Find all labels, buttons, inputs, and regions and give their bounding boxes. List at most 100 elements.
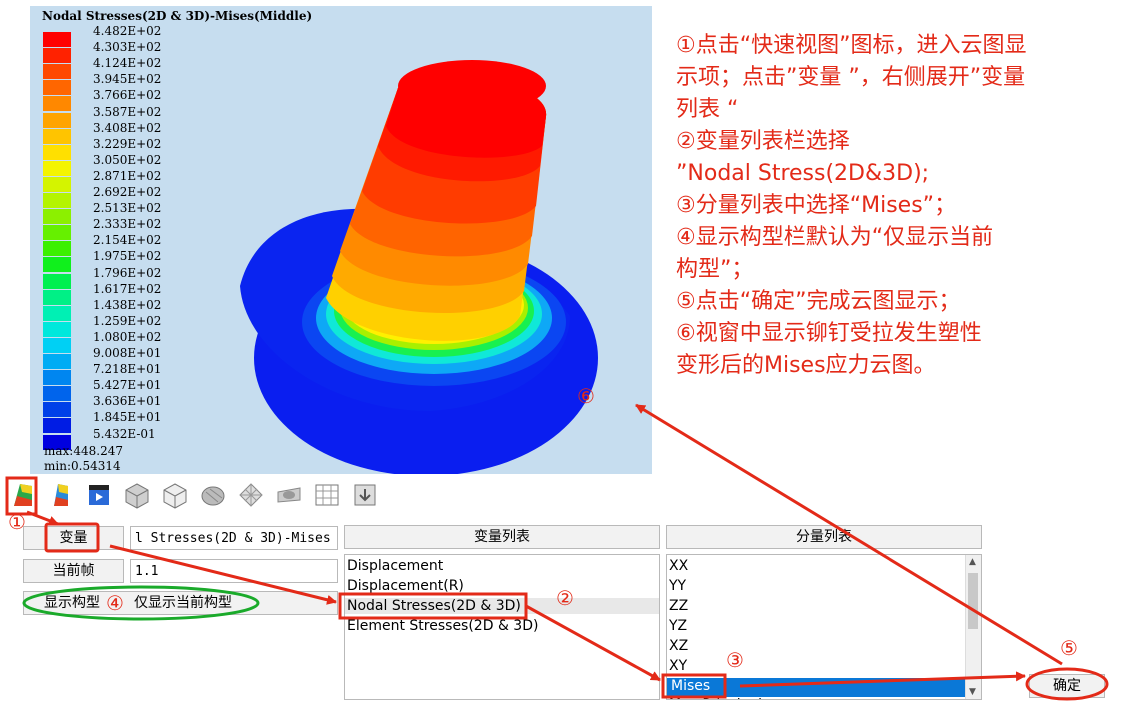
legend-swatch: [43, 209, 71, 225]
step-1-marker: ①: [8, 510, 26, 534]
surface-icon[interactable]: [198, 480, 228, 510]
legend-swatch: [43, 434, 71, 450]
legend-value: 2.692E+02: [93, 185, 162, 199]
cut-plane-icon[interactable]: [274, 480, 304, 510]
instruction-line: 示项；点击”变量 ”，右侧展开”变量: [676, 65, 1026, 90]
legend-value: 4.482E+02: [93, 24, 162, 38]
variable-button[interactable]: 变量: [23, 526, 124, 550]
variable-list-header: 变量列表: [344, 525, 660, 549]
display-config-row[interactable]: 显示构型 仅显示当前构型: [23, 591, 338, 615]
instruction-line: 变形后的Mises应力云图。: [676, 353, 936, 378]
legend-value: 2.154E+02: [93, 233, 162, 248]
max-value: max:448.247: [44, 444, 123, 458]
ok-button[interactable]: 确定: [1029, 674, 1105, 698]
legend-value: 5.427E+01: [93, 378, 162, 393]
legend-swatch: [43, 64, 71, 80]
table-icon[interactable]: [312, 480, 342, 510]
legend-swatch: [43, 257, 71, 273]
viewport-title: Nodal Stresses(2D & 3D)-Mises(Middle): [42, 9, 313, 23]
step-3-marker: ③: [726, 648, 744, 672]
list-item[interactable]: XY: [669, 658, 688, 674]
contour-viewport[interactable]: Nodal Stresses(2D & 3D)-Mises(Middle) 4.…: [30, 6, 652, 474]
legend-value: 3.229E+02: [93, 136, 162, 151]
step-5-marker: ⑤: [1060, 636, 1078, 660]
legend-value: 5.432E-01: [93, 426, 156, 441]
contour-icon[interactable]: [46, 480, 76, 510]
legend-swatch: [43, 386, 71, 402]
scrollbar[interactable]: ▲ ▼: [965, 555, 981, 699]
legend-value: 3.408E+02: [93, 120, 162, 135]
legend-swatch: [43, 370, 71, 386]
legend-value: 2.513E+02: [93, 201, 162, 216]
legend-value: 1.975E+02: [93, 249, 162, 264]
min-value: min:0.54314: [44, 459, 121, 473]
legend-value: 3.766E+02: [93, 88, 162, 103]
mesh-icon[interactable]: [236, 480, 266, 510]
legend-value: 4.124E+02: [93, 56, 162, 71]
component-list[interactable]: XX YY ZZ YZ XZ XY Mises Max Principal ▲ …: [666, 554, 982, 700]
legend-swatch: [43, 402, 71, 418]
list-item[interactable]: Element Stresses(2D & 3D): [347, 618, 539, 634]
list-item-selected[interactable]: Nodal Stresses(2D & 3D): [345, 598, 659, 614]
display-config-value[interactable]: 仅显示当前构型: [134, 595, 232, 611]
legend-swatch: [43, 273, 71, 289]
legend-value: 1.617E+02: [93, 281, 162, 296]
legend-swatch: [43, 144, 71, 160]
legend-swatch: [43, 128, 71, 144]
legend-value: 3.636E+01: [93, 394, 162, 409]
legend-value: 3.945E+02: [93, 72, 162, 87]
instruction-line: ④显示构型栏默认为“仅显示当前: [676, 225, 994, 250]
legend-swatch: [43, 337, 71, 353]
legend-value: 1.796E+02: [93, 265, 162, 280]
instruction-text: ①点击“快速视图”图标，进入云图显 示项；点击”变量 ”，右侧展开”变量 列表 …: [676, 30, 1126, 382]
export-icon[interactable]: [350, 480, 380, 510]
legend-value: 2.871E+02: [93, 168, 162, 183]
legend-value: 1.259E+02: [93, 313, 162, 328]
legend-swatch: [43, 241, 71, 257]
list-item[interactable]: Max Principal: [669, 697, 762, 699]
scroll-up-icon[interactable]: ▲: [969, 557, 976, 567]
instruction-line: ②变量列表栏选择: [676, 129, 850, 154]
list-item-selected[interactable]: Mises: [667, 678, 969, 697]
instruction-line: 列表 “: [676, 97, 739, 122]
legend-swatch: [43, 176, 71, 192]
rivet-model: [240, 60, 598, 474]
legend-swatch: [43, 289, 71, 305]
legend-swatch: [43, 418, 71, 434]
list-item[interactable]: Displacement(R): [347, 578, 464, 594]
list-item[interactable]: XZ: [669, 638, 689, 654]
component-list-header: 分量列表: [666, 525, 982, 549]
legend-swatch: [43, 225, 71, 241]
list-item[interactable]: Displacement: [347, 558, 444, 574]
list-item[interactable]: ZZ: [669, 598, 689, 614]
step-6-marker: ⑥: [577, 384, 595, 408]
quick-view-icon[interactable]: [8, 480, 38, 510]
scroll-down-icon[interactable]: ▼: [969, 687, 976, 697]
instruction-line: ⑥视窗中显示铆钉受拉发生塑性: [676, 321, 982, 346]
step-4-marker: ④: [106, 591, 124, 615]
solid-view-icon[interactable]: [122, 480, 152, 510]
step-2-marker: ②: [556, 586, 574, 610]
list-item[interactable]: YY: [669, 578, 687, 594]
legend-swatch: [43, 32, 71, 47]
list-item[interactable]: XX: [669, 558, 689, 574]
current-frame-button[interactable]: 当前帧: [23, 559, 124, 583]
legend-swatch: [43, 96, 71, 112]
wireframe-icon[interactable]: [160, 480, 190, 510]
legend-value: 1.438E+02: [93, 297, 162, 312]
legend-swatch: [43, 193, 71, 208]
variable-field[interactable]: l Stresses(2D & 3D)-Mises: [130, 526, 338, 550]
instruction-line: ①点击“快速视图”图标，进入云图显: [676, 33, 1027, 58]
legend-swatch: [43, 305, 71, 321]
scroll-thumb[interactable]: [968, 573, 978, 629]
legend-value: 4.303E+02: [93, 40, 162, 55]
list-item[interactable]: YZ: [669, 618, 688, 634]
legend-swatch: [43, 48, 71, 64]
instruction-line: ③分量列表中选择“Mises”；: [676, 193, 957, 218]
legend-value: 7.218E+01: [93, 362, 162, 377]
variable-list[interactable]: Displacement Displacement(R) Nodal Stres…: [344, 554, 660, 700]
instruction-line: ⑤点击“确定”完成云图显示；: [676, 289, 961, 314]
legend-swatch: [43, 112, 71, 128]
current-frame-field[interactable]: 1.1: [130, 559, 338, 583]
animation-icon[interactable]: [84, 480, 114, 510]
